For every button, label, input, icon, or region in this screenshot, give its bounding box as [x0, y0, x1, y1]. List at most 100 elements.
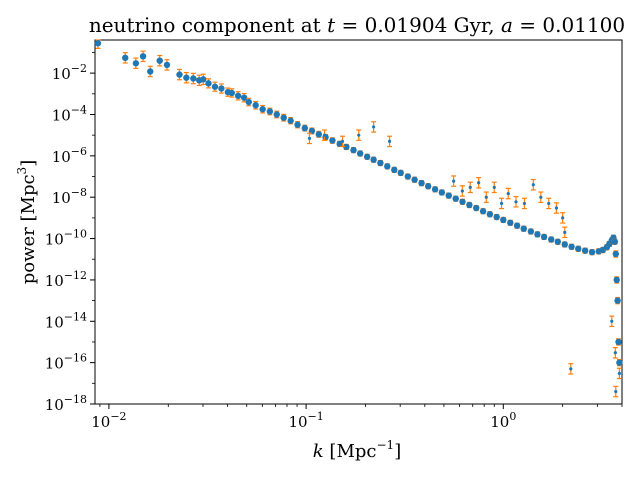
- data-point: [370, 156, 377, 163]
- data-point: [483, 191, 489, 203]
- data-point: [205, 78, 212, 89]
- data-point: [530, 178, 536, 191]
- data-point: [306, 132, 312, 145]
- data-point: [612, 347, 618, 359]
- data-point: [613, 385, 619, 398]
- data-point: [371, 121, 377, 133]
- data-point: [340, 135, 346, 148]
- data-point: [163, 59, 171, 71]
- data-point: [266, 107, 274, 116]
- data-point: [252, 100, 259, 110]
- data-point: [183, 71, 190, 84]
- data-point: [466, 201, 473, 209]
- data-point: [176, 68, 183, 81]
- data-point: [411, 176, 418, 183]
- x-tick-label: 100: [490, 410, 516, 431]
- data-point: [527, 228, 535, 235]
- y-axis-label: power [Mpc3]: [15, 160, 39, 284]
- data-point: [356, 129, 362, 141]
- data-point: [505, 187, 511, 200]
- data-point: [546, 197, 552, 210]
- data-point: [211, 81, 219, 92]
- data-point: [273, 110, 280, 119]
- data-point: [377, 159, 384, 167]
- y-tick-label: 10−18: [45, 393, 87, 414]
- data-point: [548, 236, 555, 243]
- y-tick-label: 10−14: [45, 310, 87, 331]
- data-point: [562, 226, 568, 239]
- data-point: [438, 189, 446, 196]
- data-point: [538, 191, 544, 203]
- data-point: [575, 245, 582, 252]
- data-point: [491, 181, 497, 194]
- y-tick-label: 10−6: [52, 145, 87, 166]
- data-point: [476, 176, 482, 189]
- data-point: [521, 197, 527, 210]
- data-point: [486, 211, 494, 218]
- data-point: [554, 238, 561, 245]
- data-point: [616, 358, 623, 367]
- data-point: [500, 216, 507, 224]
- tick-layer: 10−2 10−1 100 10−2 10−4 10−6 10−8 10−10 10−12 10−…: [45, 52, 623, 431]
- chart-title: neutrino component at t = 0.01904 Gyr, a…: [89, 13, 625, 37]
- data-point: [245, 97, 252, 107]
- data-point: [391, 166, 398, 174]
- x-axis-label: k [Mpc−1]: [313, 438, 401, 462]
- data-point: [190, 72, 197, 85]
- data-point: [507, 219, 514, 226]
- data-point: [397, 169, 404, 177]
- data-point: [259, 104, 266, 114]
- data-point: [350, 146, 357, 154]
- data-point: [513, 222, 521, 229]
- data-point: [568, 243, 575, 250]
- data-point: [240, 92, 248, 103]
- data-point: [613, 276, 620, 284]
- data-point: [200, 73, 207, 86]
- data-point: [459, 198, 466, 205]
- data-point: [611, 238, 619, 245]
- data-point: [540, 233, 548, 241]
- data-point: [315, 130, 323, 138]
- data-point: [387, 135, 393, 148]
- data-point: [609, 315, 615, 328]
- data-point: [287, 117, 294, 125]
- data-point: [560, 212, 566, 224]
- data-point: [329, 137, 336, 144]
- data-point: [459, 185, 465, 197]
- data-point: [363, 153, 371, 160]
- y-tick-label: 10−10: [45, 228, 87, 249]
- data-point: [467, 181, 473, 194]
- data-point: [356, 150, 364, 157]
- y-tick-label: 10−2: [52, 62, 87, 83]
- data-point: [308, 127, 316, 135]
- data-point: [520, 225, 527, 232]
- data-point: [612, 250, 619, 258]
- data-point: [561, 241, 568, 248]
- data-point: [451, 175, 457, 187]
- data-point: [499, 197, 505, 210]
- data-point: [615, 338, 622, 346]
- data-point: [614, 296, 621, 305]
- data-point: [534, 231, 541, 238]
- data-point: [294, 121, 301, 129]
- data-point: [473, 204, 480, 212]
- y-tick-label: 10−8: [52, 186, 87, 207]
- data-point: [384, 163, 391, 170]
- data-point: [418, 179, 425, 187]
- plot-frame: [94, 39, 623, 405]
- data-point: [616, 367, 622, 380]
- data-point: [404, 173, 412, 180]
- data-point: [122, 52, 129, 64]
- data-point: [132, 57, 140, 70]
- data-point: [479, 208, 487, 215]
- data-point: [513, 196, 519, 208]
- data-point: [568, 363, 574, 375]
- data-point: [343, 143, 350, 151]
- y-tick-label: 10−12: [45, 269, 87, 290]
- data-point: [228, 88, 236, 98]
- data-point: [553, 202, 559, 214]
- data-point: [280, 113, 287, 122]
- data-point: [431, 186, 439, 193]
- data-point: [301, 124, 309, 132]
